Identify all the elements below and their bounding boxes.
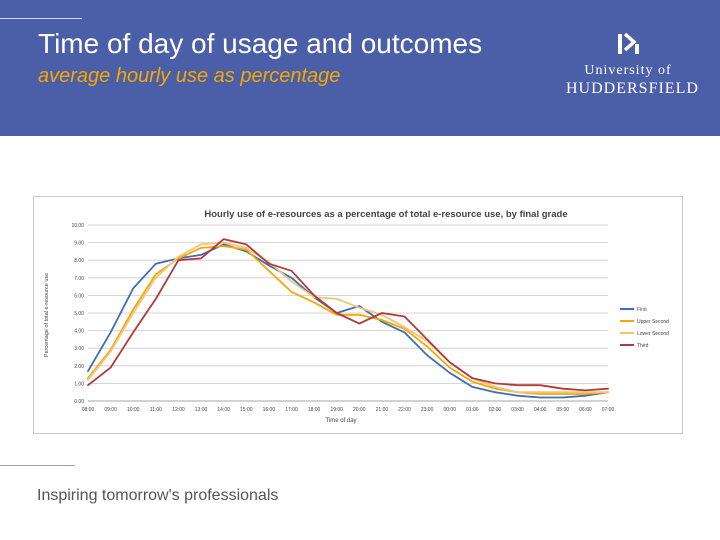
x-tick-label: 07:00 [602,407,615,413]
x-tick-label: 16:00 [263,407,276,413]
x-tick-label: 01:00 [466,407,479,413]
y-tick-label: 1.00 [74,381,84,387]
y-tick-label: 4.00 [74,329,84,335]
x-tick-label: 11:00 [150,407,162,413]
y-tick-label: 0.00 [74,399,84,405]
x-tick-label: 03:00 [511,407,524,413]
series-line-third [87,238,609,392]
slide-header: Time of day of usage and outcomes averag… [0,0,720,136]
x-tick-label: 22:00 [398,407,411,413]
y-tick-label: 6.00 [74,293,84,299]
legend-label: Lower Second [637,331,669,337]
y-tick-label: 3.00 [74,346,84,352]
x-tick-label: 23:00 [421,407,434,413]
x-tick-label: 04:00 [534,407,547,413]
header-rule [0,18,82,19]
legend-label: Upper Second [637,319,669,325]
y-tick-label: 10.00 [71,223,84,229]
chart-frame: Hourly use of e-resources as a percentag… [33,196,683,434]
footer-rule [0,465,75,466]
x-tick-label: 05:00 [557,407,570,413]
x-tick-label: 18:00 [308,407,321,413]
x-tick-label: 09:00 [104,407,117,413]
x-tick-label: 10:00 [127,407,140,413]
x-axis-label: Time of day [325,418,356,424]
legend-label: Third [637,343,649,349]
legend-label: First [637,307,647,313]
y-tick-label: 8.00 [74,258,84,264]
y-tick-label: 7.00 [74,276,84,282]
footer-tagline: Inspiring tomorrow's professionals [37,487,279,504]
x-tick-label: 19:00 [330,407,343,413]
x-tick-label: 15:00 [240,407,253,413]
series-line-lower-second [87,241,609,394]
logo-text-line2: HUDDERSFIELD [566,80,699,97]
y-axis-label: Percentage of total e-resource use [44,273,50,357]
x-tick-label: 02:00 [489,407,502,413]
slide-title: Time of day of usage and outcomes [38,28,483,59]
crest-icon [618,32,639,54]
x-tick-label: 14:00 [217,407,230,413]
x-tick-label: 00:00 [443,407,456,413]
x-tick-label: 17:00 [285,407,298,413]
y-tick-label: 9.00 [74,241,84,247]
chart-title: Hourly use of e-resources as a percentag… [204,209,567,220]
university-logo: University of HUDDERSFIELD [566,30,699,100]
y-tick-label: 2.00 [74,364,84,370]
logo-text-line1: University of [584,63,672,78]
x-tick-label: 06:00 [579,407,592,413]
usage-line-chart: Hourly use of e-resources as a percentag… [44,209,669,424]
y-tick-label: 5.00 [74,311,84,317]
x-tick-label: 12:00 [172,407,185,413]
x-tick-label: 08:00 [82,407,95,413]
x-tick-label: 21:00 [376,407,389,413]
x-tick-label: 13:00 [195,407,208,413]
slide-subtitle: average hourly use as percentage [38,65,341,87]
x-tick-label: 20:00 [353,407,366,413]
